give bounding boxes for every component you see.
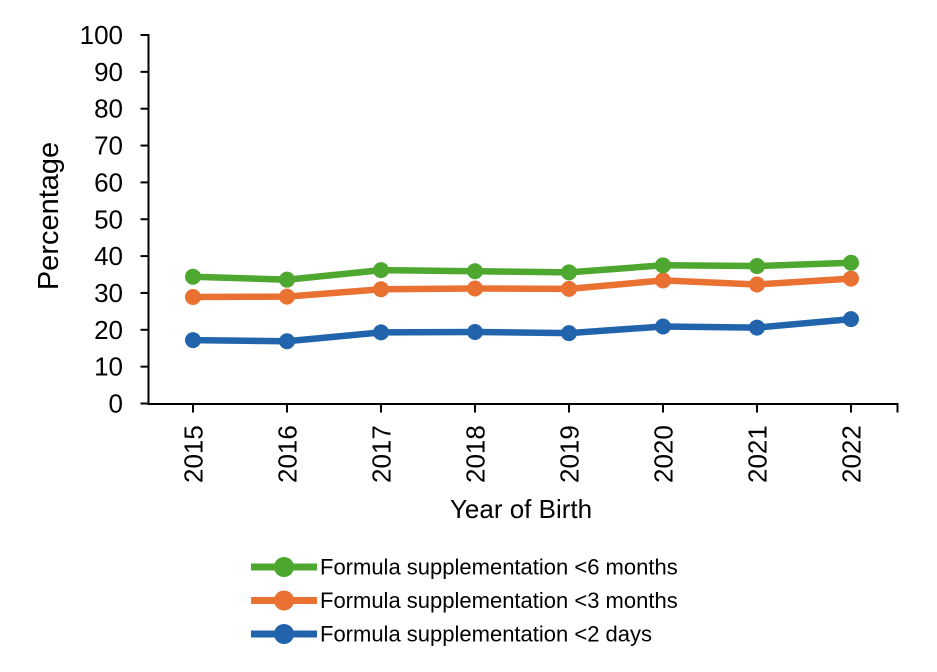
x-tick-label: 2021 — [743, 425, 773, 483]
data-point — [185, 332, 201, 349]
data-point — [467, 263, 483, 280]
data-point — [561, 264, 577, 281]
data-point — [373, 281, 389, 298]
data-point — [185, 268, 201, 285]
data-point — [279, 288, 295, 305]
data-point — [279, 271, 295, 288]
data-series — [185, 254, 859, 350]
legend: Formula supplementation <6 months Formul… — [251, 555, 678, 647]
data-point — [373, 262, 389, 279]
series-line — [192, 275, 852, 301]
y-tick-label: 10 — [94, 352, 123, 382]
y-tick-label: 30 — [94, 278, 123, 308]
data-point — [749, 319, 765, 336]
data-point — [185, 289, 201, 306]
y-tick-label: 40 — [94, 241, 123, 271]
x-tick-label: 2020 — [649, 425, 679, 483]
data-point — [373, 324, 389, 341]
y-axis-title: Percentage — [33, 142, 65, 290]
data-point — [467, 324, 483, 341]
legend-item: Formula supplementation <2 days — [251, 622, 652, 647]
x-tick-label: 2019 — [555, 425, 585, 483]
legend-label: Formula supplementation <6 months — [320, 555, 678, 580]
legend-marker-dot — [274, 557, 294, 577]
data-point — [655, 257, 671, 274]
legend-item: Formula supplementation <3 months — [251, 588, 678, 613]
x-tick-label: 2015 — [179, 425, 209, 483]
y-tick-label: 80 — [94, 94, 123, 124]
y-tick-label: 100 — [80, 20, 123, 50]
y-axis-ticks: 0 10 20 30 40 50 60 70 80 90 100 — [80, 20, 149, 419]
data-point — [843, 270, 859, 287]
data-point — [655, 272, 671, 289]
y-tick-label: 90 — [94, 57, 123, 87]
data-point — [655, 318, 671, 335]
x-tick-label: 2016 — [273, 425, 303, 483]
axes — [147, 34, 899, 413]
data-point — [279, 333, 295, 350]
legend-marker-dot — [274, 624, 294, 644]
legend-marker-dot — [274, 590, 294, 611]
data-point — [561, 325, 577, 342]
x-tick-label: 2017 — [367, 425, 397, 483]
y-tick-label: 0 — [109, 389, 123, 419]
x-tick-label: 2022 — [837, 425, 867, 483]
series-line — [192, 259, 852, 283]
legend-label: Formula supplementation <2 days — [320, 622, 652, 647]
y-tick-label: 60 — [94, 167, 123, 197]
x-axis-title: Year of Birth — [450, 494, 592, 524]
data-point — [749, 276, 765, 293]
y-tick-label: 20 — [94, 315, 123, 345]
legend-item: Formula supplementation <6 months — [251, 555, 678, 580]
x-tick-label: 2018 — [461, 425, 491, 483]
data-point — [561, 280, 577, 297]
x-axis-ticks: 2015 2016 2017 2018 2019 2020 2021 2022 — [179, 404, 867, 483]
series-line — [192, 315, 852, 345]
legend-label: Formula supplementation <3 months — [320, 588, 678, 613]
data-point — [843, 311, 859, 328]
y-tick-label: 70 — [94, 131, 123, 161]
data-point — [843, 254, 859, 271]
y-tick-label: 50 — [94, 204, 123, 234]
data-point — [467, 280, 483, 297]
data-point — [749, 258, 765, 275]
